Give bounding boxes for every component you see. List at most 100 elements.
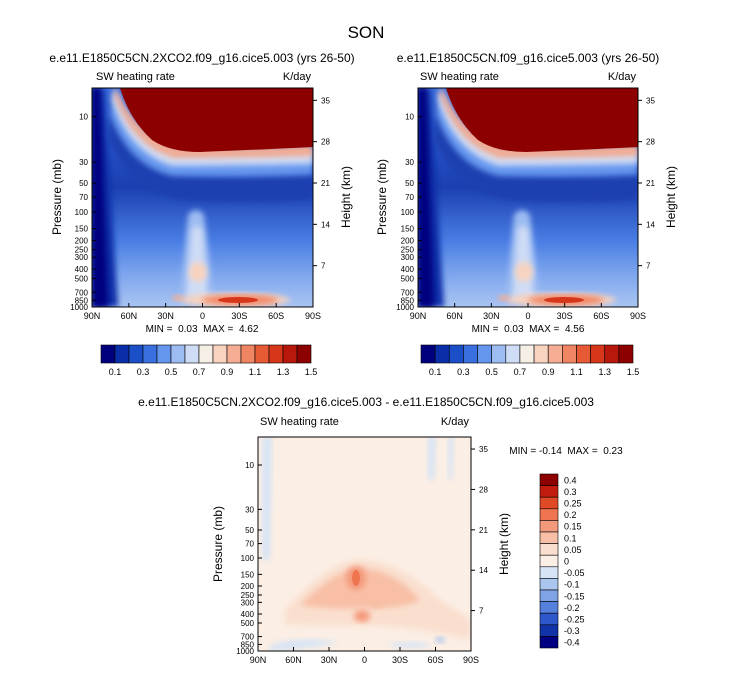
y-tick-label: 50 [405, 179, 414, 188]
colorbar-swatch [539, 578, 559, 591]
colorbar-swatch [184, 344, 200, 364]
colorbar-swatch [240, 344, 256, 364]
axis-label-height: Height (km) [664, 166, 678, 228]
colorbar-top-left: 0.1 0.3 0.5 0.7 0.9 1.1 1.3 1.5 [100, 344, 318, 377]
colorbar-swatch [539, 601, 559, 614]
y-right-tick-label: 28 [479, 485, 488, 494]
y-right-tick-label: 7 [646, 262, 651, 271]
y-tick-label: 70 [245, 540, 254, 549]
colorbar-swatch [114, 344, 130, 364]
colorbar-label: -0.15 [564, 591, 585, 601]
colorbar-swatch [505, 344, 521, 364]
x-tick-label: 60S [427, 655, 443, 665]
x-tick-label: 30S [231, 311, 247, 321]
y-tick-label: 10 [405, 113, 414, 122]
axis-label-height: Height (km) [497, 513, 511, 575]
colorbar-label: 0.7 [193, 367, 206, 377]
colorbar-swatch [477, 344, 492, 364]
colorbar-swatch [539, 543, 559, 556]
colorbar-swatch [547, 344, 563, 364]
y-tick-label: 300 [75, 253, 89, 262]
colorbar-label: -0.25 [564, 615, 585, 625]
subtitle-left: SW heating rate [420, 71, 499, 83]
y-tick-label: 850 [401, 296, 415, 305]
y-tick-label: 10 [245, 461, 254, 470]
panel-title: e.e11.E1850C5CN.f09_g16.cice5.003 (yrs 2… [397, 51, 660, 65]
colorbar-swatch [268, 344, 284, 364]
colorbar-swatch [539, 496, 559, 510]
colorbar-swatch [562, 344, 577, 364]
contour-field [418, 88, 638, 307]
y-tick-label: 100 [401, 208, 415, 217]
colorbar-swatch [198, 344, 214, 364]
y-right-tick-label: 14 [646, 220, 655, 229]
panel-2xco2: e.e11.E1850C5CN.2XCO2.f09_g16.cice5.003 … [49, 51, 354, 335]
x-tick-label: 90S [463, 655, 479, 665]
colorbar-swatch [254, 344, 270, 364]
y-tick-label: 30 [245, 505, 254, 514]
colorbar-swatch [539, 508, 559, 521]
colorbar-swatch [170, 344, 186, 364]
subtitle-left: SW heating rate [260, 416, 339, 428]
colorbar-swatch [576, 344, 591, 364]
colorbar-swatch [539, 636, 559, 649]
y-tick-label: 400 [241, 610, 255, 619]
colorbar-label: 0.1 [429, 367, 442, 377]
y-right-tick-label: 35 [646, 96, 655, 105]
colorbar-swatch [491, 344, 507, 364]
y-tick-label: 150 [75, 225, 89, 234]
y-right-tick-label: 28 [321, 138, 330, 147]
y-tick-label: 250 [401, 246, 415, 255]
y-tick-label: 500 [241, 619, 255, 628]
figure-title: SON [348, 23, 385, 42]
x-tick-label: 60N [121, 311, 138, 321]
y-tick-label: 100 [241, 554, 255, 563]
colorbar-label: 0.5 [165, 367, 178, 377]
colorbar-swatch [533, 344, 549, 364]
colorbar-swatch [519, 344, 535, 364]
subtitle-right: K/day [283, 71, 312, 83]
x-tick-label: 30N [321, 655, 338, 665]
y-tick-label: 1000 [236, 647, 254, 656]
y-tick-label: 10 [79, 113, 88, 122]
stats-label: MIN = -0.14 MAX = 0.23 [509, 446, 623, 457]
y-tick-label: 400 [75, 265, 89, 274]
colorbar-label: 1.5 [305, 367, 318, 377]
colorbar-swatch [448, 344, 464, 364]
y-right-tick-label: 21 [646, 179, 655, 188]
y-tick-label: 50 [79, 179, 88, 188]
y-tick-label: 400 [401, 265, 415, 274]
contour-field [92, 88, 313, 307]
colorbar-label: 1.5 [627, 367, 640, 377]
colorbar-difference: 0.4 0.3 0.250.2 0.150.1 0.05 0-0.05 -0.1-0.15 -… [539, 473, 585, 649]
colorbar-label: 0.9 [542, 367, 555, 377]
y-right-tick-label: 35 [479, 445, 488, 454]
y-tick-label: 700 [401, 288, 415, 297]
panel-title: e.e11.E1850C5CN.2XCO2.f09_g16.cice5.003 … [49, 51, 354, 65]
colorbar-swatch [539, 589, 559, 602]
colorbar-label: -0.4 [564, 638, 580, 648]
y-right-tick-label: 14 [321, 220, 330, 229]
colorbar-label: 0.3 [137, 367, 150, 377]
y-tick-label: 200 [75, 236, 89, 245]
axis-label-pressure: Pressure (mb) [211, 506, 225, 582]
colorbar-label: 0.1 [564, 533, 577, 543]
y-right-tick-label: 28 [646, 138, 655, 147]
y-right-tick-label: 21 [321, 179, 330, 188]
colorbar-swatch [296, 344, 312, 364]
stats-label: MIN = 0.03 MAX = 4.56 [472, 324, 585, 335]
colorbar-top-right: 0.1 0.3 0.5 0.7 0.9 1.1 1.3 1.5 [420, 344, 640, 377]
x-tick-label: 90N [410, 311, 427, 321]
colorbar-swatch [463, 344, 478, 364]
y-tick-label: 500 [75, 274, 89, 283]
y-tick-label: 300 [401, 253, 415, 262]
colorbar-swatch [539, 531, 559, 544]
colorbar-label: 0.3 [457, 367, 470, 377]
colorbar-label: 0.3 [564, 487, 577, 497]
y-tick-label: 500 [401, 274, 415, 283]
x-tick-label: 60N [285, 655, 302, 665]
colorbar-label: 0.9 [221, 367, 234, 377]
y-right-tick-label: 14 [479, 566, 488, 575]
colorbar-label: -0.3 [564, 626, 580, 636]
subtitle-left: SW heating rate [96, 71, 175, 83]
